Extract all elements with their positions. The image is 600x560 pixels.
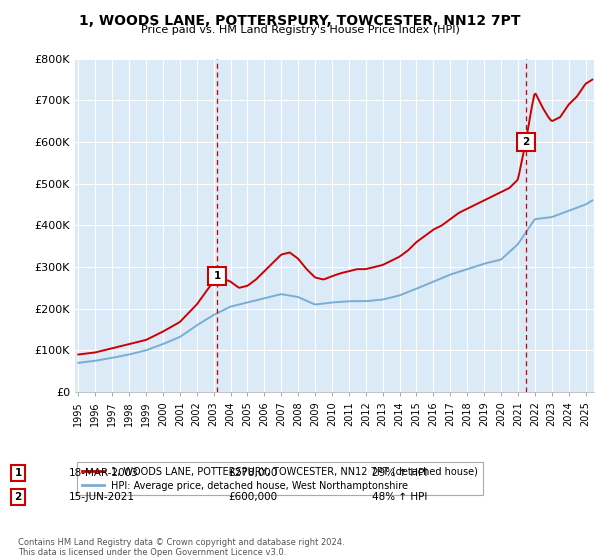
Text: Price paid vs. HM Land Registry's House Price Index (HPI): Price paid vs. HM Land Registry's House … xyxy=(140,25,460,35)
Text: £278,000: £278,000 xyxy=(228,468,277,478)
Text: 1: 1 xyxy=(14,468,22,478)
Legend: 1, WOODS LANE, POTTERSPURY, TOWCESTER, NN12 7PT (detached house), HPI: Average p: 1, WOODS LANE, POTTERSPURY, TOWCESTER, N… xyxy=(77,462,483,496)
Text: Contains HM Land Registry data © Crown copyright and database right 2024.
This d: Contains HM Land Registry data © Crown c… xyxy=(18,538,344,557)
Text: 1: 1 xyxy=(214,271,221,281)
Text: 2: 2 xyxy=(522,137,529,147)
Text: 1, WOODS LANE, POTTERSPURY, TOWCESTER, NN12 7PT: 1, WOODS LANE, POTTERSPURY, TOWCESTER, N… xyxy=(79,14,521,28)
Text: 15-JUN-2021: 15-JUN-2021 xyxy=(69,492,135,502)
Text: 18-MAR-2003: 18-MAR-2003 xyxy=(69,468,139,478)
Text: £600,000: £600,000 xyxy=(228,492,277,502)
Text: 48% ↑ HPI: 48% ↑ HPI xyxy=(372,492,427,502)
Text: 29% ↑ HPI: 29% ↑ HPI xyxy=(372,468,427,478)
Text: 2: 2 xyxy=(14,492,22,502)
